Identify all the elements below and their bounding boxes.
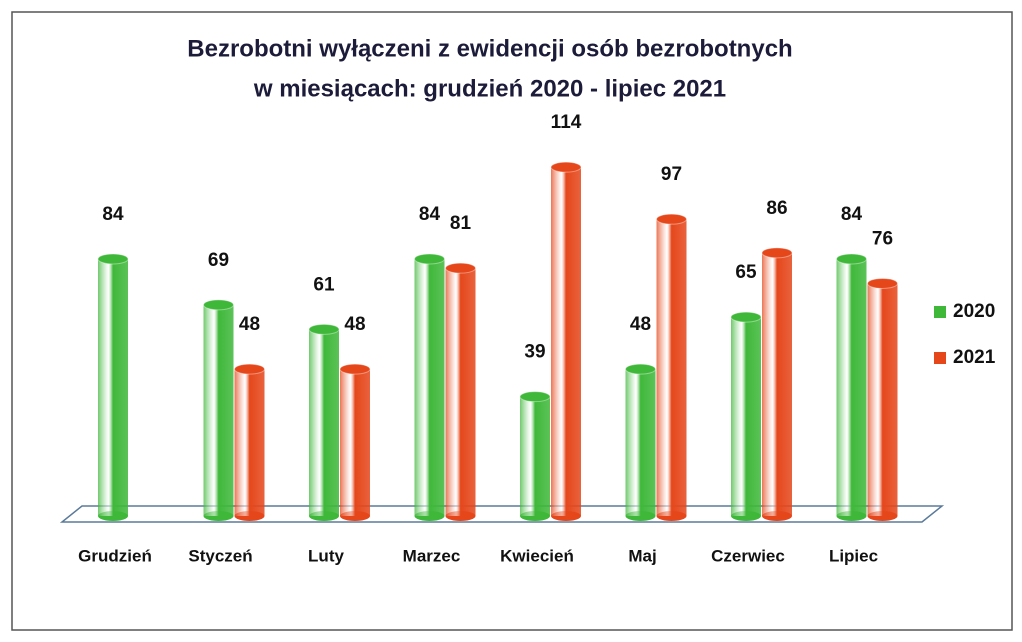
value-label: 114: [551, 112, 582, 133]
value-label: 48: [344, 314, 365, 335]
bar-cap: [836, 253, 867, 265]
x-tick-label: Luty: [308, 546, 344, 565]
bar: [445, 268, 476, 516]
bar: [414, 258, 445, 516]
value-label: 84: [419, 204, 441, 225]
bar: [731, 317, 761, 516]
bar-cap: [519, 391, 551, 403]
x-tick-label: Maj: [628, 546, 656, 565]
value-label: 48: [630, 314, 651, 335]
legend-swatch: [934, 352, 946, 364]
floor: [59, 505, 945, 523]
bar: [867, 283, 898, 516]
legend-label: 2021: [953, 347, 996, 368]
value-label: 81: [450, 213, 472, 234]
bar-cap: [445, 262, 476, 274]
bar-cap: [97, 253, 129, 265]
legend-label: 2020: [953, 301, 995, 322]
value-label: 86: [766, 198, 787, 219]
bar-cap: [234, 363, 265, 375]
bar-cap: [656, 213, 687, 225]
bar-cap: [761, 247, 793, 259]
bar-cap: [203, 299, 234, 311]
x-tick-label: Marzec: [403, 546, 461, 565]
value-label: 65: [735, 262, 757, 283]
x-tick-label: Czerwiec: [711, 546, 785, 565]
x-tick-label: Lipiec: [829, 546, 878, 565]
bar-cap: [339, 363, 371, 375]
legend-swatch: [934, 306, 946, 318]
bar: [234, 369, 265, 516]
value-label: 61: [313, 274, 335, 295]
bar-cap: [625, 363, 656, 375]
value-label: 97: [661, 164, 682, 185]
x-tick-label: Styczeń: [188, 546, 252, 565]
bar: [625, 369, 656, 516]
value-label: 48: [239, 314, 260, 335]
bar: [340, 369, 370, 516]
bar-cap: [867, 277, 898, 289]
bar: [98, 258, 128, 516]
x-tick-label: Grudzień: [78, 546, 152, 565]
value-label: 39: [524, 342, 545, 363]
chart-title: Bezrobotni wyłączeni z ewidencji osób be…: [187, 35, 792, 62]
bar-cap: [550, 161, 582, 173]
bar-cap: [730, 311, 762, 323]
x-tick-label: Kwiecień: [500, 546, 574, 565]
bar: [520, 396, 550, 516]
value-label: 69: [208, 250, 229, 271]
bar: [309, 329, 339, 516]
bar: [203, 304, 234, 516]
value-label: 84: [102, 204, 124, 225]
bar: [551, 167, 581, 516]
value-label: 76: [872, 228, 893, 249]
bar-cap: [308, 323, 340, 335]
bar: [656, 219, 687, 516]
chart-title: w miesiącach: grudzień 2020 - lipiec 202…: [253, 75, 726, 102]
bar: [836, 258, 867, 516]
bar: [762, 252, 792, 516]
value-label: 84: [841, 204, 863, 225]
bar-cap: [414, 253, 445, 265]
